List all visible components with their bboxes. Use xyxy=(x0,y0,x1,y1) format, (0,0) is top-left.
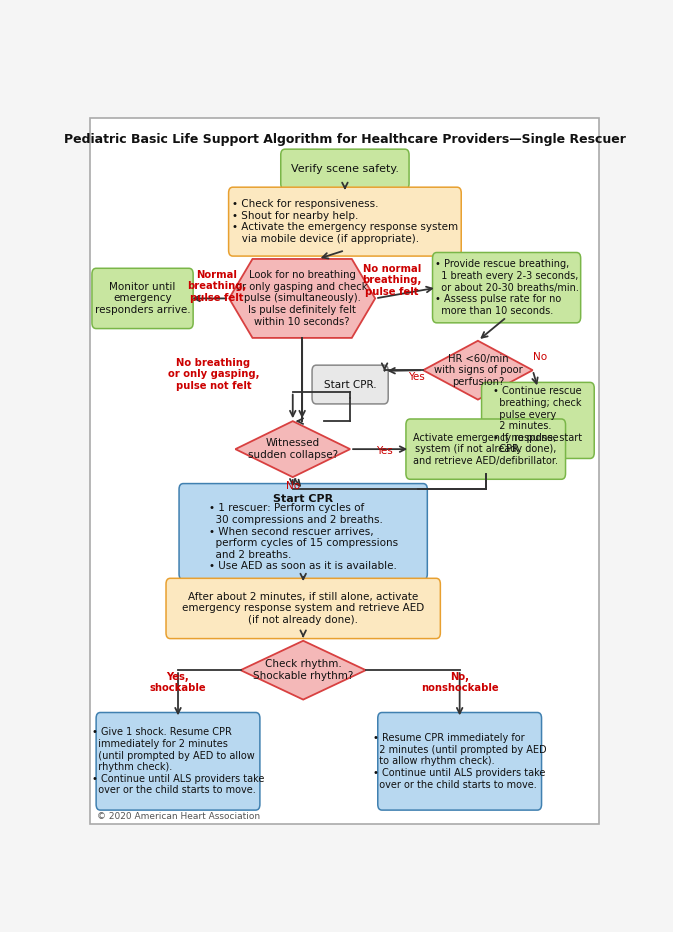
Polygon shape xyxy=(229,259,375,338)
Text: • Provide rescue breathing,
  1 breath every 2-3 seconds,
  or about 20-30 breat: • Provide rescue breathing, 1 breath eve… xyxy=(435,259,579,316)
FancyBboxPatch shape xyxy=(166,578,440,638)
Text: No breathing
or only gasping,
pulse not felt: No breathing or only gasping, pulse not … xyxy=(168,358,259,391)
FancyBboxPatch shape xyxy=(312,365,388,404)
Text: • Continue rescue
  breathing; check
  pulse every
  2 minutes.
• If no pulse, s: • Continue rescue breathing; check pulse… xyxy=(493,387,582,455)
FancyBboxPatch shape xyxy=(96,712,260,810)
FancyBboxPatch shape xyxy=(179,484,427,580)
Text: Check rhythm.
Shockable rhythm?: Check rhythm. Shockable rhythm? xyxy=(253,659,353,681)
Polygon shape xyxy=(423,341,532,400)
Text: Verify scene safety.: Verify scene safety. xyxy=(291,164,399,174)
Text: Start CPR: Start CPR xyxy=(273,494,333,504)
Text: Start CPR.: Start CPR. xyxy=(324,379,376,390)
Text: • Check for responsiveness.
• Shout for nearby help.
• Activate the emergency re: • Check for responsiveness. • Shout for … xyxy=(232,199,458,244)
FancyBboxPatch shape xyxy=(281,149,409,189)
Text: Monitor until
emergency
responders arrive.: Monitor until emergency responders arriv… xyxy=(95,281,190,315)
FancyBboxPatch shape xyxy=(433,253,581,322)
FancyBboxPatch shape xyxy=(482,382,594,459)
Text: HR <60/min
with signs of poor
perfusion?: HR <60/min with signs of poor perfusion? xyxy=(433,353,522,387)
FancyBboxPatch shape xyxy=(378,712,542,810)
Text: No,
nonshockable: No, nonshockable xyxy=(421,672,499,693)
FancyBboxPatch shape xyxy=(406,419,565,479)
Text: No normal
breathing,
pulse felt: No normal breathing, pulse felt xyxy=(362,264,421,297)
Text: Yes,
shockable: Yes, shockable xyxy=(149,672,207,693)
Text: © 2020 American Heart Association: © 2020 American Heart Association xyxy=(97,812,260,821)
Polygon shape xyxy=(236,421,350,477)
Text: • 1 rescuer: Perform cycles of
  30 compressions and 2 breaths.
• When second re: • 1 rescuer: Perform cycles of 30 compre… xyxy=(209,503,398,571)
Polygon shape xyxy=(241,640,366,700)
Text: Look for no breathing
or only gasping and check
pulse (simultaneously).
Is pulse: Look for no breathing or only gasping an… xyxy=(236,270,368,326)
Text: Yes: Yes xyxy=(376,445,393,456)
Text: • Give 1 shock. Resume CPR
  immediately for 2 minutes
  (until prompted by AED : • Give 1 shock. Resume CPR immediately f… xyxy=(92,727,264,795)
FancyBboxPatch shape xyxy=(229,187,461,256)
Text: No: No xyxy=(534,352,548,363)
Text: Normal
breathing,
pulse felt: Normal breathing, pulse felt xyxy=(187,269,246,303)
Text: • Resume CPR immediately for
  2 minutes (until prompted by AED
  to allow rhyth: • Resume CPR immediately for 2 minutes (… xyxy=(373,733,546,789)
Text: After about 2 minutes, if still alone, activate
emergency response system and re: After about 2 minutes, if still alone, a… xyxy=(182,592,424,625)
FancyBboxPatch shape xyxy=(90,117,600,824)
FancyBboxPatch shape xyxy=(92,268,193,329)
Text: Witnessed
sudden collapse?: Witnessed sudden collapse? xyxy=(248,438,338,459)
Text: No: No xyxy=(286,482,299,491)
Text: Pediatric Basic Life Support Algorithm for Healthcare Providers—Single Rescuer: Pediatric Basic Life Support Algorithm f… xyxy=(64,132,626,145)
Text: Activate emergency response
system (if not already done),
and retrieve AED/defib: Activate emergency response system (if n… xyxy=(413,432,559,466)
Text: Yes: Yes xyxy=(409,373,425,382)
